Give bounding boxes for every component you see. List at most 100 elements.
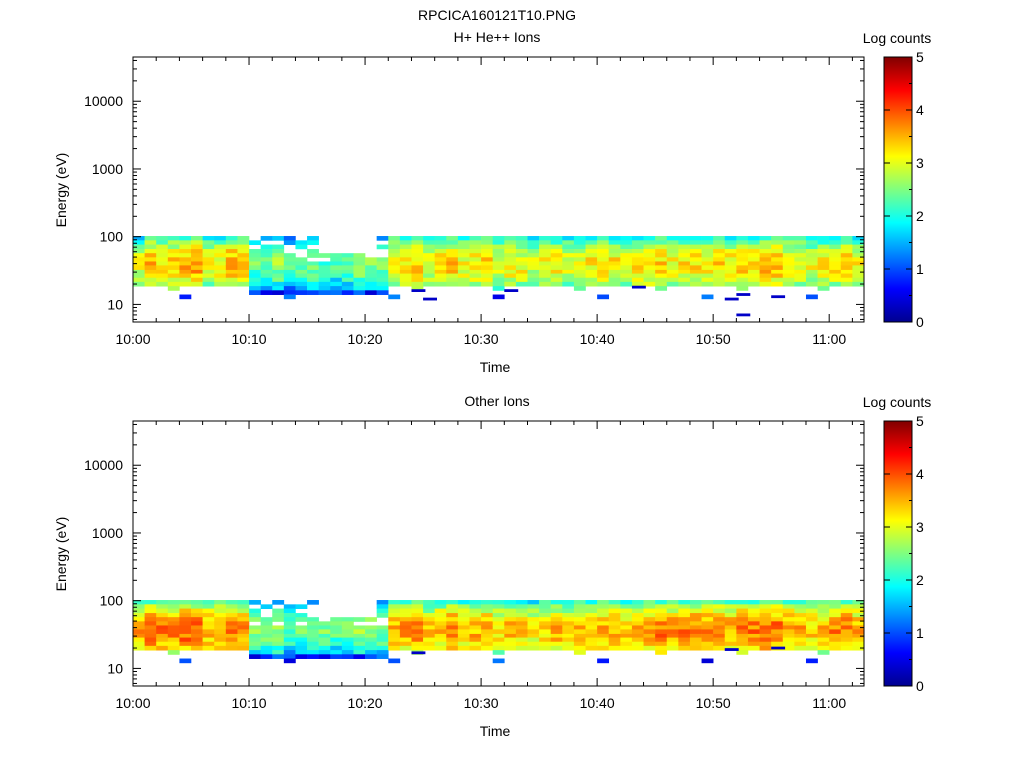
heatmap-cell [817,604,830,610]
heatmap-cell [840,621,853,627]
heatmap-cell [237,613,250,618]
heatmap-cell [376,654,389,659]
heatmap-cell [713,629,726,635]
heatmap-cell [260,604,273,610]
heatmap-cell [202,613,215,618]
heatmap-cell [399,269,412,275]
heatmap-cell [550,240,563,246]
heatmap-cell [562,621,575,627]
heatmap-cell [411,257,424,263]
heatmap-cell [713,265,726,271]
heatmap-cell [457,604,470,610]
heatmap-cell [434,625,447,631]
heatmap-cell [492,645,505,651]
colorbar-tick-label: 0 [916,678,924,694]
heatmap-cell [411,608,424,614]
heatmap-cell [492,621,505,627]
heatmap-cell [225,637,238,643]
heatmap-cell [330,257,343,263]
heatmap-cell [539,281,552,287]
heatmap-cell [527,617,540,622]
heatmap-cell [457,645,470,651]
heatmap-cell [573,621,586,627]
heatmap-cell [643,257,656,263]
heatmap-cell [620,600,633,605]
heatmap-cell [631,633,644,639]
heatmap-cell [330,286,343,291]
heatmap-cell [585,240,598,246]
heatmap-cell [260,286,273,291]
heatmap-cell [608,645,621,651]
heatmap-cell [631,613,644,618]
heatmap-cell [341,253,354,258]
heatmap-cell [457,273,470,279]
heatmap-cell [249,277,261,283]
heatmap-cell [249,281,261,287]
heatmap-cell [411,273,424,279]
heatmap-cell [782,641,795,647]
heatmap-cell [411,286,424,291]
heatmap-cell [527,600,540,605]
heatmap-cell [805,625,818,631]
heatmap-cell [608,261,621,267]
heatmap-cell [411,265,424,271]
heatmap-cell [318,269,331,275]
heatmap-cell [330,650,343,655]
heatmap-cell [515,600,528,605]
heatmap-cell [782,240,795,246]
heatmap-cell [283,608,296,614]
heatmap-cell [782,633,795,639]
heatmap-cell [631,273,644,279]
heatmap-cell [852,236,865,241]
heatmap-cell [736,604,749,610]
heatmap-cell [829,244,842,250]
heatmap-cell [457,277,470,283]
x-tick-label: 10:30 [464,695,499,711]
heatmap-cell [666,261,679,267]
heatmap-cell [550,604,563,610]
heatmap-cell [423,257,435,263]
heatmap-cell [736,236,749,241]
heatmap-cell [573,650,586,655]
heatmap-cell [457,236,470,241]
heatmap-cell [388,641,401,647]
heatmap-cell [585,265,598,271]
heatmap-cell [515,629,528,635]
heatmap-cell [167,645,180,651]
heatmap-cell [504,645,517,651]
heatmap-cell [759,625,772,631]
heatmap-cell [666,613,679,618]
x-tick-label: 10:50 [696,695,731,711]
heatmap-cell [492,253,505,258]
heatmap-cell [689,257,702,263]
heatmap-cell [179,236,192,241]
heatmap-cell [272,236,285,241]
heatmap-cell [469,600,482,605]
heatmap-cell [782,645,795,651]
heatmap-cell [794,240,807,246]
heatmap-cell [539,621,552,627]
heatmap-cell [318,273,331,279]
heatmap-cell [156,629,169,635]
heatmap-cell [353,617,366,622]
heatmap-cell [782,269,795,275]
heatmap-cell [655,240,668,246]
heatmap-cell [515,625,528,631]
heatmap-cell [724,637,737,643]
heatmap-cell [341,261,354,267]
heatmap-cell [492,650,505,655]
heatmap-cell [794,621,807,627]
x-tick-label: 10:30 [464,331,499,347]
heatmap-cell [829,645,842,651]
heatmap-cell [771,261,784,267]
heatmap-cell [631,600,644,605]
heatmap-cell [295,625,308,631]
heatmap-cell [492,637,505,643]
heatmap-cell [434,617,447,622]
heatmap-cell [678,253,691,258]
heatmap-cell [388,621,401,627]
heatmap-cell [539,277,552,283]
heatmap-cell [283,294,296,300]
heatmap-cell [655,621,668,627]
heatmap-cell [202,273,215,279]
